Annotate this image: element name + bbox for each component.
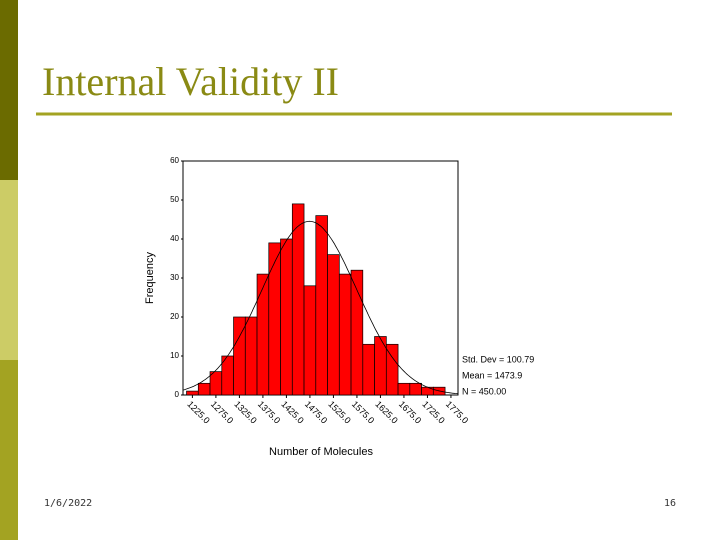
x-tick-label: 1475.0 (303, 399, 330, 426)
x-tick-label: 1325.0 (232, 399, 259, 426)
side-stripe (0, 180, 18, 360)
x-tick-label: 1625.0 (373, 399, 400, 426)
y-tick-label: 10 (170, 351, 179, 360)
x-tick-label: 1575.0 (350, 399, 377, 426)
bar (350, 269, 364, 396)
x-tick-label: 1425.0 (279, 399, 306, 426)
slide-date: 1/6/2022 (44, 498, 92, 509)
x-tick-label: 1675.0 (397, 399, 424, 426)
y-tick-label: 40 (170, 234, 179, 243)
bar (397, 382, 411, 396)
bar (256, 273, 270, 396)
side-stripe (0, 360, 18, 540)
bar (303, 285, 317, 396)
bar (338, 273, 352, 396)
bar (244, 316, 258, 396)
bar (362, 343, 375, 396)
bar (197, 382, 211, 396)
bar (315, 215, 328, 396)
stat-label: N = 450.00 (462, 386, 506, 396)
bar (186, 390, 199, 396)
stat-label: Mean = 1473.9 (462, 370, 522, 380)
y-tick-label: 30 (170, 273, 179, 282)
x-tick-label: 1775.0 (444, 399, 471, 426)
bar (327, 254, 340, 396)
y-tick-label: 50 (170, 195, 179, 204)
side-stripe (0, 0, 18, 180)
y-axis-label: Frequency (144, 252, 156, 304)
slide-title: Internal Validity II (42, 59, 339, 104)
bar (409, 382, 422, 396)
normal-curve (182, 220, 459, 395)
x-tick-label: 1725.0 (420, 399, 447, 426)
y-tick-label: 60 (170, 156, 179, 165)
x-tick-label: 1375.0 (256, 399, 283, 426)
y-tick-label: 0 (175, 390, 180, 399)
x-tick-label: 1225.0 (185, 399, 212, 426)
bar (385, 343, 399, 396)
x-tick-label: 1525.0 (326, 399, 353, 426)
stat-label: Std. Dev = 100.79 (462, 354, 534, 364)
x-axis-label: Number of Molecules (269, 446, 373, 458)
x-tick-label: 1275.0 (209, 399, 236, 426)
y-tick-label: 20 (170, 312, 179, 321)
bar (280, 238, 293, 396)
bar (268, 242, 281, 396)
bar (291, 203, 305, 396)
slide-number: 16 (664, 498, 676, 509)
bar (209, 371, 223, 396)
